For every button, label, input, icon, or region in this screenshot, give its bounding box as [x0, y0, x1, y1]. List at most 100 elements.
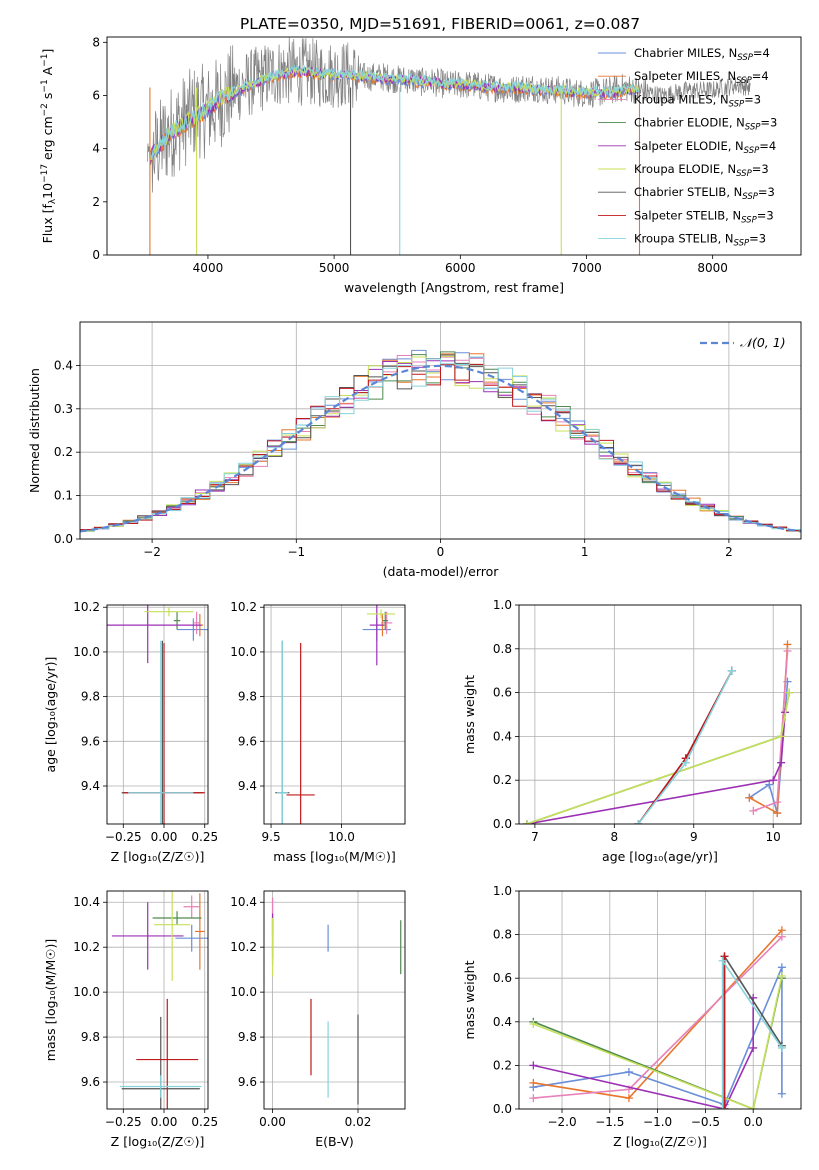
y-tick-label: 0.2 — [54, 445, 73, 459]
weight-marker — [749, 1105, 758, 1109]
x-tick-label: 8000 — [697, 261, 728, 275]
x-tick-label: −1.0 — [643, 1115, 672, 1129]
weight-marker — [777, 732, 786, 741]
legend-entry: Kroupa STELIB, NSSP=3 — [634, 232, 766, 249]
legend-entry: Kroupa MILES, NSSP=3 — [634, 92, 761, 109]
plot-area-weight-vs-age — [522, 640, 794, 824]
weight-marker — [777, 972, 786, 981]
legend-entry: Kroupa ELODIE, NSSP=3 — [634, 162, 769, 179]
x-tick-label: −1 — [287, 545, 305, 559]
weight-marker — [624, 1067, 633, 1076]
y-tick-label: 0.3 — [54, 402, 73, 416]
weight-line — [533, 997, 755, 1109]
weight-marker — [634, 820, 643, 824]
plot-area-mass-vs-Z — [111, 891, 208, 1109]
y-tick-label: 0.8 — [493, 928, 512, 942]
x-tick-label: 0 — [437, 545, 445, 559]
x-tick-label: 0.25 — [191, 830, 218, 844]
x-axis-label: Z [log₁₀(Z/Z☉)] — [111, 1134, 205, 1149]
weight-marker — [777, 963, 786, 972]
x-axis-label: mass [log₁₀(M/M☉)] — [273, 849, 395, 864]
y-axis-label: Flux [fλ10−17 erg cm−2 s−1 A−1] — [40, 49, 58, 244]
weight-marker — [777, 932, 786, 941]
y-axis-label: mass weight — [462, 960, 477, 1039]
x-tick-label: 0.00 — [151, 830, 178, 844]
x-axis-label: E(B-V) — [315, 1134, 354, 1149]
y-tick-label: 0.4 — [54, 358, 73, 372]
weight-marker — [720, 952, 729, 961]
y-tick-label: 0.0 — [54, 532, 73, 546]
x-tick-label: −2 — [143, 545, 161, 559]
weight-marker — [777, 758, 786, 767]
weight-line — [526, 712, 786, 824]
weight-marker — [529, 1019, 538, 1028]
x-tick-label: −2.0 — [547, 1115, 576, 1129]
x-tick-label: 4000 — [193, 261, 224, 275]
x-tick-label: 5000 — [319, 261, 350, 275]
x-axis-label: Z [log₁₀(Z/Z☉)] — [613, 1134, 707, 1149]
panel-mass-vs-EBV: 0.00 0.02 9.6 9.8 10.0 10.2 10.4 E(B-V) — [230, 890, 406, 1149]
x-axis-label: wavelength [Angstrom, rest frame] — [344, 280, 564, 295]
x-tick-label: −0.25 — [105, 1115, 142, 1129]
figure-title: PLATE=0350, MJD=51691, FIBERID=0061, z=0… — [240, 15, 640, 33]
y-tick-label: 9.8 — [81, 1030, 100, 1044]
gaussian-curve — [80, 364, 801, 533]
legend-entry: Salpeter ELODIE, NSSP=4 — [634, 139, 776, 156]
y-tick-label: 1.0 — [493, 598, 512, 612]
x-tick-label: 1 — [581, 545, 589, 559]
y-tick-label: 10.0 — [230, 645, 257, 659]
panel-residuals: −2 −1 0 1 2 0.0 0.1 0.2 0.3 0.4 (data-model)/error… — [27, 321, 802, 579]
plot-area-spectrum — [147, 37, 751, 255]
y-axis-label: mass [log₁₀(M/M☉)] — [43, 939, 58, 1061]
weight-marker — [529, 1061, 538, 1070]
x-axis-label: age [log₁₀(age/yr)] — [602, 849, 718, 864]
y-tick-label: 10.2 — [73, 600, 100, 614]
x-tick-label: 10 — [766, 830, 781, 844]
weight-marker — [529, 1094, 538, 1103]
weight-marker — [773, 809, 782, 818]
y-tick-label: 9.4 — [238, 779, 257, 793]
weight-line — [526, 692, 790, 824]
x-tick-label: −1.5 — [595, 1115, 624, 1129]
y-tick-label: 0 — [92, 248, 100, 262]
y-tick-label: 0.1 — [54, 489, 73, 503]
x-tick-label: 0.02 — [345, 1115, 372, 1129]
axes-frame — [106, 604, 209, 825]
y-tick-label: 10.2 — [230, 940, 257, 954]
panel-age-vs-Z: −0.25 0.00 0.25 9.4 9.6 9.8 10.0 10.2 Z [log₁₀(Z… — [43, 600, 218, 864]
x-tick-label: 7000 — [571, 261, 602, 275]
y-tick-label: 0.6 — [493, 686, 512, 700]
axes-frame — [106, 36, 802, 256]
y-tick-label: 0.2 — [493, 773, 512, 787]
weight-marker — [745, 793, 754, 802]
y-tick-label: 9.6 — [238, 734, 257, 748]
panel-weight-vs-Z: −2.0 −1.5 −1.0 −0.5 0.0 0.0 0.2 0.4 0.6 0.8 1.0 Z [… — [462, 884, 802, 1149]
weight-marker — [769, 776, 778, 785]
y-tick-label: 0.8 — [493, 642, 512, 656]
plot-area-residuals — [80, 349, 801, 533]
y-tick-label: 9.8 — [238, 690, 257, 704]
residual-histogram — [80, 356, 801, 532]
y-tick-label: 2 — [92, 195, 100, 209]
y-tick-label: 10.4 — [230, 895, 257, 909]
legend-entry: Salpeter MILES, NSSP=4 — [634, 69, 769, 86]
x-tick-label: 0.0 — [744, 1115, 763, 1129]
x-axis-label: Z [log₁₀(Z/Z☉)] — [111, 849, 205, 864]
weight-marker — [727, 666, 736, 675]
legend-entry: Chabrier STELIB, NSSP=3 — [634, 185, 775, 202]
y-tick-label: 10.4 — [73, 895, 100, 909]
x-tick-label: 10.0 — [328, 830, 355, 844]
panel-mass-vs-Z: −0.25 0.00 0.25 9.6 9.8 10.0 10.2 10.4 Z [log₁₀(… — [43, 890, 218, 1149]
x-tick-label: 0.00 — [151, 1115, 178, 1129]
x-tick-label: 9 — [690, 830, 698, 844]
y-tick-label: 0.2 — [493, 1058, 512, 1072]
y-tick-label: 4 — [92, 142, 100, 156]
y-tick-label: 9.8 — [238, 1030, 257, 1044]
panel-spectrum: 4000 5000 6000 7000 8000 0 2 4 6 8 wavelength [Ang… — [40, 35, 802, 295]
y-tick-label: 0.4 — [493, 1015, 512, 1029]
plot-area-weight-vs-Z — [529, 926, 786, 1109]
y-tick-label: 10.2 — [73, 940, 100, 954]
x-tick-label: 7 — [531, 830, 539, 844]
